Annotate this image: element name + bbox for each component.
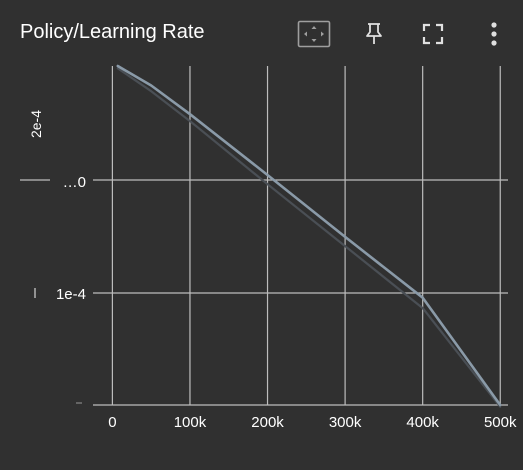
y-tick-label: …0 [63,174,86,191]
x-tick-label: 100k [174,414,207,431]
pin-icon [366,23,382,44]
y-tick-label: 2e-4 [28,110,44,138]
x-tick-label: 200k [251,414,284,431]
x-tick-label: 0 [108,414,116,431]
more-vert-button[interactable] [477,17,511,51]
pin-button[interactable] [357,17,391,51]
card-header: Policy/Learning Rate [0,0,523,66]
y-tick-label: 1e-4 [56,286,86,303]
series-line-smoothed[interactable] [116,67,502,408]
fullscreen-button[interactable] [416,17,450,51]
x-tick-label: 500k [484,414,517,431]
fit-domain-icon [297,20,331,48]
series-line[interactable] [116,64,502,407]
x-tick-label: 300k [329,414,362,431]
more-vert-icon [491,22,497,46]
fullscreen-icon [422,23,444,45]
card-title: Policy/Learning Rate [20,21,205,43]
fit-domain-button[interactable] [297,17,331,51]
x-tick-label: 400k [406,414,439,431]
